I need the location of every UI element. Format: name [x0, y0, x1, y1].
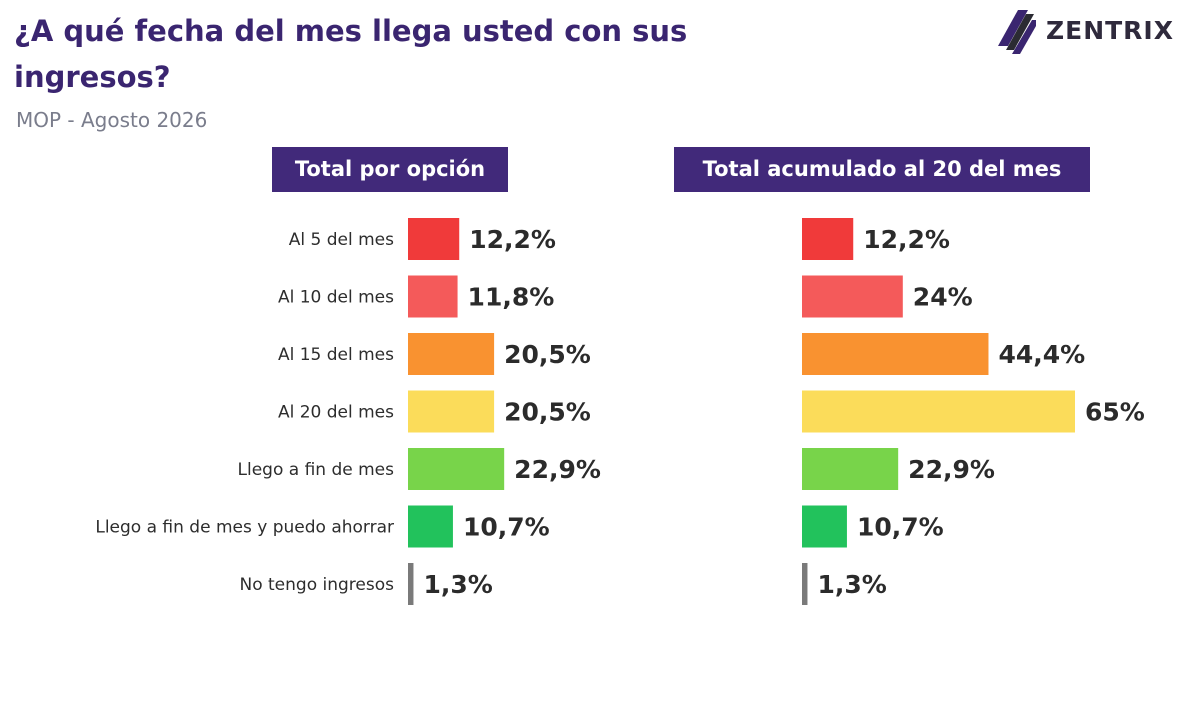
bar-por-opcion-5 [408, 448, 505, 490]
category-label-7: No tengo ingresos [240, 575, 395, 595]
category-label-2: Al 10 del mes [278, 288, 394, 308]
page-title: ¿A qué fecha del mes llega usted con sus… [14, 14, 688, 94]
category-label-3: Al 15 del mes [278, 345, 394, 365]
category-label-1: Al 5 del mes [289, 230, 394, 250]
chart-title-total-por-opcion: Total por opción [272, 147, 508, 192]
value-label-por-opcion-5: 22,9% [514, 455, 601, 484]
value-label-por-opcion-1: 12,2% [469, 225, 556, 254]
value-label-acumulado-7: 1,3% [817, 570, 886, 599]
zentrix-logo-icon [998, 10, 1036, 54]
bar-por-opcion-1 [408, 218, 460, 260]
value-label-acumulado-6: 10,7% [857, 513, 944, 542]
value-label-acumulado-1: 12,2% [863, 225, 950, 254]
bar-acumulado-3 [802, 333, 989, 375]
value-label-por-opcion-6: 10,7% [463, 513, 550, 542]
bar-acumulado-6 [802, 505, 847, 548]
bar-por-opcion-3 [408, 333, 495, 375]
value-label-acumulado-3: 44,4% [998, 340, 1085, 369]
bar-acumulado-1 [802, 218, 854, 260]
value-label-por-opcion-2: 11,8% [468, 283, 555, 312]
bar-acumulado-7 [802, 563, 808, 605]
bar-acumulado-4 [802, 390, 1075, 433]
category-label-6: Llego a fin de mes y puedo ahorrar [95, 518, 394, 538]
category-label-5: Llego a fin de mes [238, 460, 395, 480]
value-label-acumulado-5: 22,9% [908, 455, 995, 484]
value-label-acumulado-4: 65% [1085, 398, 1145, 427]
chart-title-total-acumulado: Total acumulado al 20 del mes [674, 147, 1090, 192]
bar-por-opcion-2 [408, 275, 458, 318]
bar-acumulado-2 [802, 275, 903, 318]
bar-por-opcion-7 [408, 563, 414, 605]
value-label-acumulado-2: 24% [913, 283, 973, 312]
brand-logo: ZENTRIX [998, 4, 1174, 56]
value-label-por-opcion-4: 20,5% [504, 398, 591, 427]
value-label-por-opcion-3: 20,5% [504, 340, 591, 369]
brand-name: ZENTRIX [1046, 15, 1175, 45]
value-label-por-opcion-7: 1,3% [423, 570, 492, 599]
page-subtitle: MOP - Agosto 2026 [16, 108, 208, 132]
bar-acumulado-5 [802, 448, 899, 490]
bar-por-opcion-4 [408, 390, 495, 433]
bar-por-opcion-6 [408, 505, 453, 548]
category-label-4: Al 20 del mes [278, 403, 394, 423]
